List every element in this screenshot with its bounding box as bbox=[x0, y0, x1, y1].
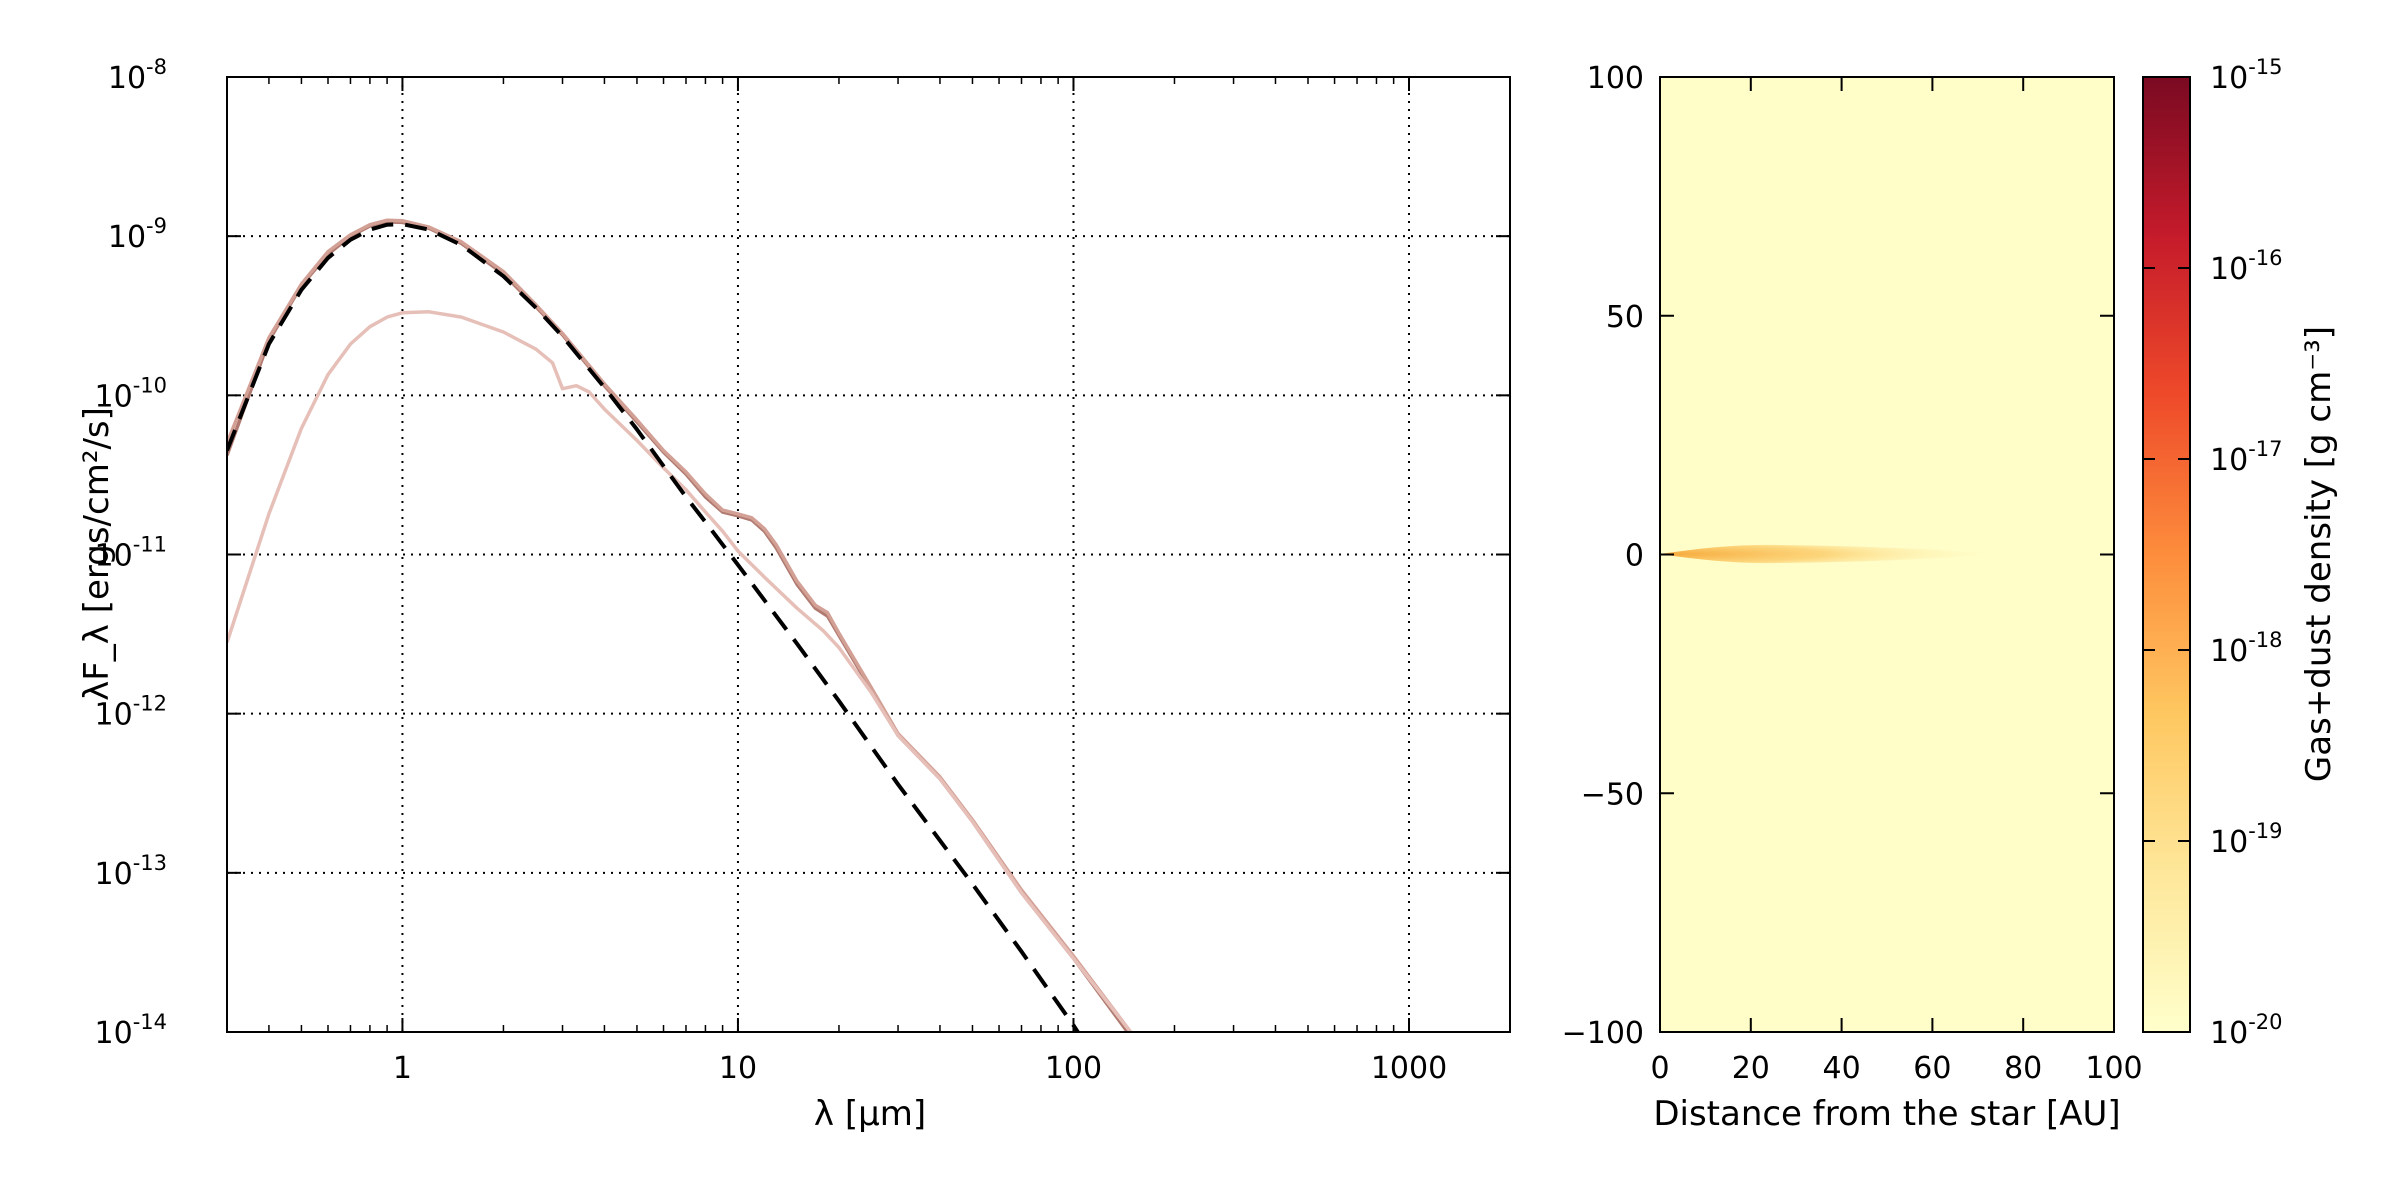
sed-y-tick-label: 10-13 bbox=[95, 851, 168, 892]
map-y-tick-label: −100 bbox=[1562, 1016, 1644, 1051]
sed-frame bbox=[226, 76, 1511, 1033]
map-x-tick-label: 20 bbox=[1732, 1051, 1770, 1086]
sed-series-line-1 bbox=[227, 218, 1132, 1032]
colorbar-tick-label: 10-19 bbox=[2210, 819, 2283, 860]
map-y-tick-label: 100 bbox=[1587, 61, 1644, 96]
map-x-tick-label: 60 bbox=[1913, 1051, 1951, 1086]
sed-minor-ticks bbox=[226, 76, 1511, 1033]
sed-y-tick-label: 10-9 bbox=[108, 214, 167, 255]
sed-x-tick-label: 10 bbox=[719, 1051, 757, 1086]
sed-panel: 1 10 100 1000 10-14 10-13 10-12 10-11 10-10 10-9… bbox=[77, 55, 1511, 1134]
map-x-tick-label: 40 bbox=[1823, 1051, 1861, 1086]
colorbar-tick-label: 10-15 bbox=[2210, 55, 2283, 96]
map-y-tick-label: 0 bbox=[1625, 539, 1644, 574]
sed-x-tick-label: 1000 bbox=[1371, 1051, 1447, 1086]
map-x-tick-label: 0 bbox=[1650, 1051, 1669, 1086]
sed-y-tick-label: 10-12 bbox=[95, 692, 168, 733]
sed-y-axis-label: λF_λ [ergs/cm²/s] bbox=[77, 407, 117, 701]
sed-x-tick-label: 100 bbox=[1045, 1051, 1102, 1086]
sed-y-tick-label: 10-10 bbox=[95, 373, 168, 414]
map-x-ticks: 0 20 40 60 80 100 bbox=[1650, 77, 2143, 1086]
map-x-tick-label: 100 bbox=[2085, 1051, 2142, 1086]
map-x-tick-label: 80 bbox=[2004, 1051, 2042, 1086]
sed-grid bbox=[227, 77, 1510, 1032]
density-map-panel: 0 20 40 60 80 100 100 50 0 −50 −100 Distance from… bbox=[1562, 61, 2143, 1134]
map-x-axis-label: Distance from the star [AU] bbox=[1653, 1094, 2120, 1134]
map-y-tick-label: 50 bbox=[1606, 300, 1644, 335]
map-y-ticks: 100 50 0 −50 −100 bbox=[1562, 61, 2114, 1051]
sed-series-line-3 bbox=[227, 222, 1081, 1032]
colorbar: 10-15 10-16 10-17 10-18 10-19 10-20 Gas+dust … bbox=[2142, 55, 2339, 1051]
colorbar-label: Gas+dust density [g cm⁻³] bbox=[2299, 326, 2339, 782]
sed-series-line-2 bbox=[227, 310, 1132, 1032]
colorbar-tick-label: 10-16 bbox=[2210, 246, 2283, 287]
colorbar-frame bbox=[2142, 76, 2191, 1033]
sed-y-tick-label: 10-8 bbox=[108, 55, 167, 96]
sed-series-group bbox=[227, 218, 1132, 1032]
colorbar-tick-label: 10-18 bbox=[2210, 628, 2283, 669]
sed-y-tick-label: 10-14 bbox=[95, 1010, 168, 1051]
disk-density-feature bbox=[1660, 544, 1990, 564]
colorbar-tick-label: 10-20 bbox=[2210, 1010, 2283, 1051]
disk-feature-group bbox=[1660, 544, 1990, 564]
sed-y-ticks: 10-14 10-13 10-12 10-11 10-10 10-9 10-8 bbox=[95, 55, 168, 1051]
sed-x-axis-label: λ [μm] bbox=[814, 1094, 926, 1134]
map-y-tick-label: −50 bbox=[1581, 777, 1644, 812]
colorbar-tick-label: 10-17 bbox=[2210, 437, 2283, 478]
sed-x-tick-label: 1 bbox=[393, 1051, 412, 1086]
colorbar-gradient bbox=[2143, 77, 2190, 1032]
sed-y-tick-label: 10-11 bbox=[95, 533, 168, 574]
sed-x-ticks: 1 10 100 1000 bbox=[393, 1051, 1447, 1086]
colorbar-ticks: 10-15 10-16 10-17 10-18 10-19 10-20 bbox=[2143, 55, 2283, 1051]
